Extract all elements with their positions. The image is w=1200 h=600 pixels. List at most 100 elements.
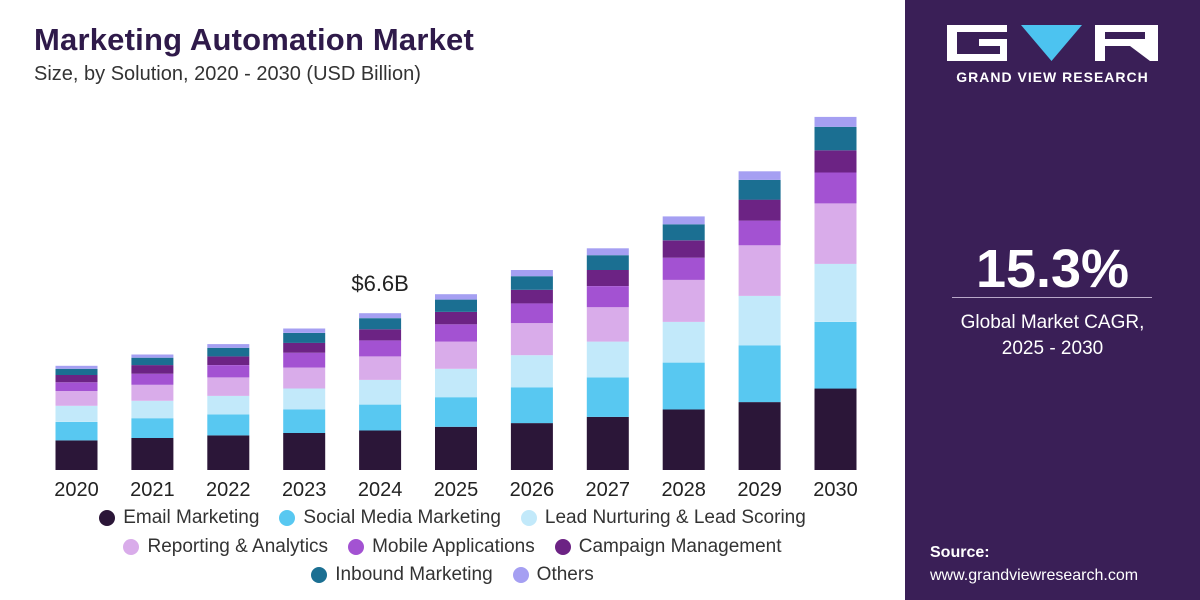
- bar-segment: [207, 414, 250, 436]
- bar-segment: [510, 423, 553, 470]
- legend-row: Reporting & Analytics Mobile Applications…: [0, 536, 905, 558]
- bar-segment: [738, 402, 781, 470]
- legend-label: Reporting & Analytics: [147, 536, 329, 557]
- x-tick-label: 2022: [206, 479, 251, 501]
- legend-swatch: [279, 510, 296, 526]
- bar-segment: [738, 295, 781, 346]
- bar-segment: [283, 328, 326, 333]
- bar-segment: [55, 382, 98, 391]
- chart-subtitle: Size, by Solution, 2020 - 2030 (USD Bill…: [34, 63, 421, 85]
- source-label: Source:: [930, 544, 990, 561]
- bar-segment: [283, 352, 326, 368]
- x-tick-label: 2028: [661, 479, 706, 501]
- cagr-label-line1: Global Market CAGR,: [960, 312, 1145, 333]
- bar-segment: [435, 294, 477, 300]
- bar-segment: [435, 368, 477, 398]
- bar-segment: [586, 377, 629, 417]
- bar-segment: [662, 216, 705, 225]
- bar-segment: [207, 356, 250, 365]
- x-tick-label: 2027: [586, 479, 631, 501]
- bar-segment: [662, 279, 705, 322]
- bar-segment: [55, 391, 98, 406]
- bar-segment: [586, 255, 629, 270]
- chart-panel: Marketing Automation Market Size, by Sol…: [0, 22, 905, 586]
- bar-segment: [662, 240, 705, 258]
- cagr-label: Global Market CAGR, 2025 - 2030: [905, 310, 1200, 362]
- bar-segment: [283, 342, 326, 353]
- bar-segment: [510, 323, 553, 356]
- legend-swatch: [554, 539, 571, 555]
- source-url[interactable]: www.grandviewresearch.com: [930, 567, 1139, 584]
- bar-segment: [283, 388, 326, 410]
- bar-segment: [131, 354, 174, 358]
- bar-segment: [814, 116, 857, 127]
- legend-item: Reporting & Analytics: [123, 536, 328, 558]
- legend-swatch: [348, 539, 365, 555]
- bar-segment: [55, 374, 98, 383]
- bar-segment: [510, 303, 553, 324]
- bar-segment: [738, 199, 781, 221]
- bar-segment: [359, 318, 402, 330]
- bar-segment: [814, 203, 857, 264]
- legend-row: Inbound Marketing Others: [0, 564, 905, 586]
- legend-item: Campaign Management: [554, 536, 782, 558]
- x-tick-label: 2025: [434, 479, 479, 501]
- x-tick-label: 2026: [510, 479, 555, 501]
- summary-panel: GRAND VIEW RESEARCH 15.3% Global Market …: [905, 0, 1200, 600]
- bar-segment: [55, 405, 98, 422]
- divider: [952, 297, 1152, 298]
- bar-segment: [814, 150, 857, 173]
- bar-segment: [510, 270, 553, 277]
- bar-segment: [283, 433, 326, 470]
- bar-segment: [662, 321, 705, 363]
- data-annotation: $6.6B: [351, 271, 409, 296]
- bar-segment: [662, 362, 705, 410]
- legend-swatch: [99, 510, 116, 526]
- bar-segment: [435, 312, 477, 325]
- bar-segment: [359, 356, 402, 380]
- bar-segment: [435, 324, 477, 342]
- bar-segment: [814, 388, 857, 470]
- bar-segment: [814, 263, 857, 322]
- legend-item: Others: [512, 564, 594, 586]
- bar-segment: [662, 224, 705, 241]
- bar-segment: [359, 340, 402, 357]
- bar-segment: [814, 126, 857, 151]
- legend-swatch: [311, 567, 328, 583]
- bar-segment: [55, 421, 98, 441]
- legend-row: Email Marketing Social Media Marketing Lea…: [0, 507, 905, 529]
- bar-segment: [662, 257, 705, 280]
- bar-segment: [814, 172, 857, 204]
- legend-item: Email Marketing: [99, 507, 259, 529]
- bar-segment: [131, 365, 174, 374]
- bar-segment: [435, 299, 477, 312]
- bar-segment: [359, 329, 402, 341]
- x-tick-label: 2029: [737, 479, 782, 501]
- bar-segment: [738, 245, 781, 296]
- bar-segment: [738, 345, 781, 403]
- legend-item: Social Media Marketing: [279, 507, 501, 529]
- bar-segment: [662, 409, 705, 470]
- bar-segment: [207, 435, 250, 470]
- bar-segment: [435, 397, 477, 427]
- bar-segment: [586, 341, 629, 378]
- bar-segment: [510, 387, 553, 424]
- legend-item: Inbound Marketing: [311, 564, 493, 586]
- bar-segment: [55, 368, 98, 375]
- gvr-logo: [947, 25, 1158, 61]
- legend-swatch: [520, 510, 537, 526]
- brand-name: GRAND VIEW RESEARCH: [956, 69, 1149, 85]
- bar-segment: [207, 344, 250, 348]
- bar-segment: [510, 289, 553, 304]
- cagr-value: 15.3%: [975, 239, 1130, 299]
- bar-segment: [131, 418, 174, 438]
- legend-label: Inbound Marketing: [335, 564, 493, 585]
- x-tick-label: 2023: [282, 479, 327, 501]
- bar-segment: [586, 416, 629, 470]
- bar-segment: [359, 430, 402, 470]
- bar-segment: [359, 379, 402, 405]
- bar-segment: [131, 437, 174, 470]
- bar-segment: [207, 395, 250, 415]
- bar-segment: [738, 171, 781, 180]
